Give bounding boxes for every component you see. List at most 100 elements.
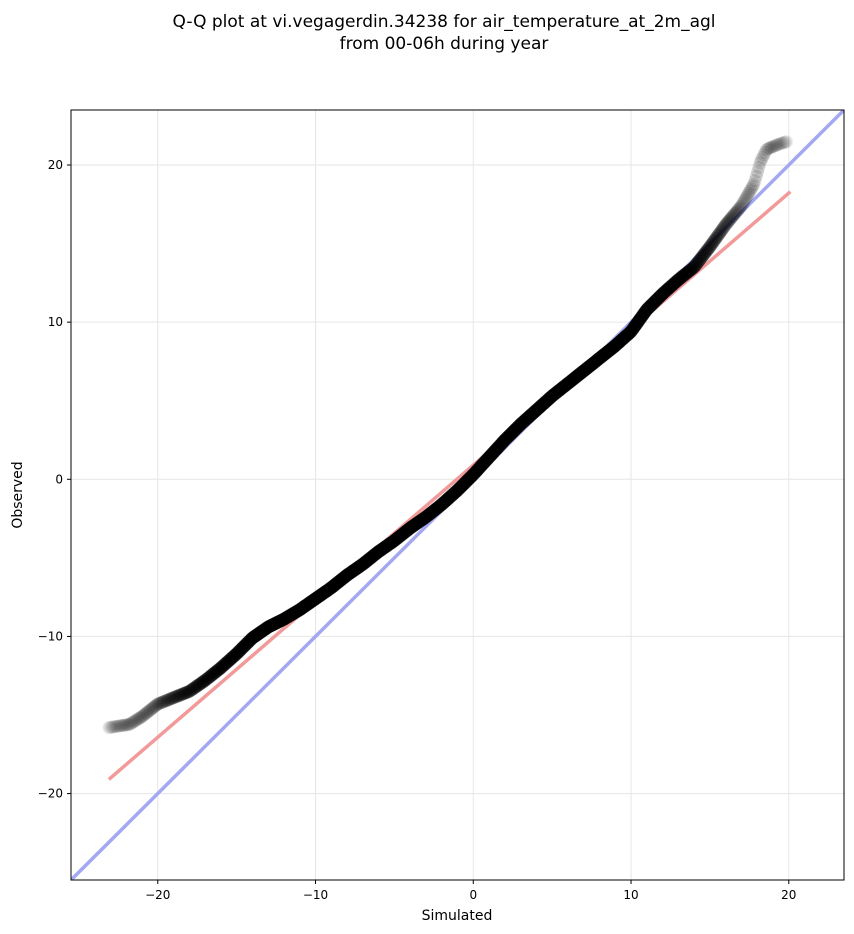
quantile-point-528	[768, 139, 782, 153]
quantile-point-482	[710, 230, 724, 244]
quantile-point-48	[162, 692, 176, 706]
quantile-point-10	[115, 719, 128, 733]
quantile-point-509	[744, 182, 758, 196]
quantile-point-56	[173, 688, 186, 702]
quantile-point-62	[180, 685, 194, 699]
quantile-point-82	[205, 668, 219, 682]
quantile-point-485	[714, 224, 728, 238]
quantile-point-505	[739, 191, 753, 205]
quantile-point-70	[190, 679, 204, 693]
quantile-point-89	[214, 661, 228, 675]
quantile-point-17	[123, 717, 137, 731]
quantile-point-58	[175, 687, 189, 701]
quantile-point-471	[696, 248, 710, 262]
quantile-point-522	[761, 142, 775, 156]
quantile-point-40	[152, 696, 166, 710]
quantile-point-31	[141, 705, 155, 719]
quantile-point-35	[146, 701, 160, 715]
quantile-point-487	[717, 221, 730, 235]
x-axis-label: Simulated	[422, 908, 493, 924]
quantile-point-39	[151, 697, 165, 711]
quantile-point-13	[118, 718, 132, 732]
quantile-point-476	[703, 240, 717, 254]
quantile-point-514	[751, 165, 765, 179]
quantile-point-50	[165, 691, 179, 705]
y-tick-label-1: −10	[38, 629, 63, 643]
quantile-point-45	[159, 694, 173, 708]
quantile-point-508	[743, 184, 757, 198]
quantile-point-470	[695, 250, 709, 264]
quantile-point-68	[188, 681, 202, 695]
quantile-point-38	[150, 698, 164, 712]
x-tick-label-3: 10	[623, 888, 638, 902]
x-tick-label-1: −10	[303, 888, 328, 902]
quantile-point-75	[197, 675, 210, 688]
quantile-point-52	[168, 690, 181, 704]
quantile-point-526	[766, 140, 780, 154]
quantile-point-36	[147, 700, 161, 714]
quantile-point-533	[775, 136, 788, 150]
quantile-point-14	[120, 718, 133, 732]
quantile-point-0	[102, 721, 116, 735]
quantile-point-530	[771, 138, 785, 152]
quantile-point-481	[709, 231, 723, 245]
quantile-point-519	[757, 148, 771, 162]
quantile-point-69	[189, 680, 203, 694]
quantile-point-502	[735, 197, 749, 211]
quantile-point-478	[705, 237, 719, 251]
quantile-point-512	[748, 174, 762, 188]
quantile-point-64	[183, 684, 197, 698]
quantile-point-79	[202, 671, 216, 685]
quantile-point-91	[217, 658, 231, 672]
quantile-point-513	[749, 169, 763, 183]
quantile-point-12	[117, 718, 131, 732]
quantile-point-55	[171, 689, 185, 703]
quantile-point-483	[711, 228, 725, 242]
quantile-point-507	[742, 186, 756, 200]
quantile-point-518	[756, 151, 770, 164]
quantile-point-7	[111, 719, 125, 733]
quantile-point-1	[103, 720, 117, 734]
quantile-point-490	[720, 216, 734, 230]
quantile-point-21	[128, 714, 142, 728]
chart-title-line-1: Q-Q plot at vi.vegagerdin.34238 for air_…	[172, 12, 715, 32]
quantile-point-472	[698, 247, 711, 261]
quantile-point-462	[685, 262, 699, 276]
quantile-point-2	[104, 720, 118, 734]
y-tick-label-2: 0	[55, 472, 63, 486]
quantile-point-527	[767, 139, 781, 153]
plot-frame	[70, 109, 845, 881]
quantile-point-517	[754, 153, 768, 167]
quantile-point-49	[164, 692, 178, 706]
quantile-point-16	[122, 718, 136, 731]
quantile-point-506	[741, 188, 754, 202]
quantile-point-87	[212, 663, 226, 677]
quantile-point-456	[677, 268, 691, 282]
quantile-point-46	[160, 693, 174, 707]
quantile-point-464	[687, 260, 701, 274]
quantile-point-465	[689, 258, 703, 272]
quantile-point-81	[204, 669, 218, 683]
quantile-point-463	[686, 261, 700, 275]
quantile-point-32	[142, 704, 156, 718]
quantile-point-11	[116, 718, 130, 732]
quantile-point-534	[776, 136, 790, 150]
quantile-point-23	[131, 712, 145, 726]
quantile-point-80	[203, 670, 217, 684]
quantile-point-20	[127, 715, 141, 728]
quantile-point-6	[109, 719, 123, 733]
quantile-point-15	[121, 718, 135, 732]
quantile-point-495	[727, 208, 741, 222]
grid-layer	[71, 110, 844, 880]
quantile-point-488	[718, 219, 732, 233]
quantile-point-67	[186, 682, 200, 696]
quantile-point-468	[693, 253, 706, 267]
quantile-point-523	[762, 141, 776, 155]
quantile-point-460	[682, 264, 696, 278]
quantile-points	[102, 135, 794, 735]
x-tick-label-4: 20	[781, 888, 796, 902]
quantile-point-532	[773, 137, 787, 151]
quantile-point-497	[729, 205, 743, 219]
quantile-point-455	[676, 269, 690, 283]
quantile-point-516	[753, 156, 767, 170]
